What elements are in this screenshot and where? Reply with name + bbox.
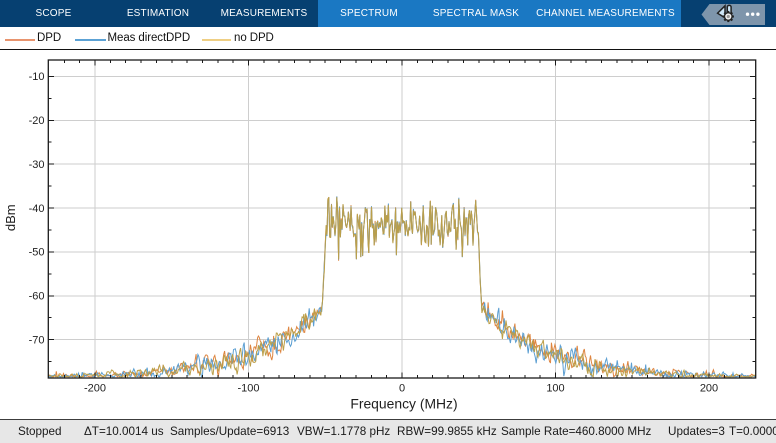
svg-text:-200: -200: [84, 383, 106, 395]
svg-text:200: 200: [700, 383, 718, 395]
svg-text:-30: -30: [29, 159, 45, 171]
svg-text:-20: -20: [29, 115, 45, 127]
svg-text:-10: -10: [29, 71, 45, 83]
svg-text:-40: -40: [29, 203, 45, 215]
svg-text:-70: -70: [29, 334, 45, 346]
svg-text:-50: -50: [29, 247, 45, 259]
svg-text:-100: -100: [237, 383, 259, 395]
svg-text:0: 0: [399, 383, 405, 395]
svg-text:Frequency (MHz): Frequency (MHz): [350, 396, 457, 412]
svg-text:100: 100: [546, 383, 564, 395]
svg-text:dBm: dBm: [3, 204, 18, 231]
svg-text:-60: -60: [29, 291, 45, 303]
